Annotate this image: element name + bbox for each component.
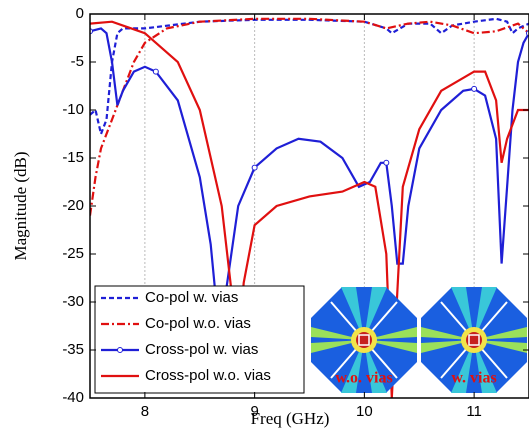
x-tick-label: 11 [466,403,482,420]
y-tick-label: -40 [62,389,84,406]
y-axis-label: Magnitude (dB) [11,151,30,260]
x-tick-label: 8 [141,403,149,420]
series-marker [152,68,159,75]
y-tick-label: -20 [62,197,84,214]
legend-label: Co-pol w. vias [145,289,238,306]
legend-marker [117,347,123,353]
x-tick-label: 10 [356,403,373,420]
series-marker [383,159,390,166]
series-line [90,20,529,398]
inset-wo-vias: w.o. vias [310,286,418,394]
legend: Co-pol w. vias Co-pol w.o. vias Cross-pol … [101,289,271,384]
x-tick-label: 9 [250,403,258,420]
legend-label: Co-pol w.o. vias [145,315,251,332]
inset-w-vias: w. vias [420,286,528,394]
x-axis-label: Freq (GHz) [251,409,330,428]
y-tick-label: -35 [62,341,84,358]
y-tick-label: 0 [76,5,84,22]
series-marker [251,164,258,171]
y-tick-label: -30 [62,293,84,310]
series-line [90,27,529,331]
y-tick-label: -15 [62,149,84,166]
y-tick-label: -25 [62,245,84,262]
inset-label: w.o. vias [335,370,392,387]
inset-label: w. vias [451,370,496,387]
axes: 8 9 10 11 0 -5 -10 -15 -20 -25 -30 -35 -40 [62,5,529,420]
legend-label: Cross-pol w.o. vias [145,367,271,384]
series-marker [471,85,478,92]
plot-lines [90,17,529,398]
y-tick-label: -5 [71,53,84,70]
legend-label: Cross-pol w. vias [145,341,258,358]
y-tick-label: -10 [62,101,84,118]
series-line [90,17,529,216]
